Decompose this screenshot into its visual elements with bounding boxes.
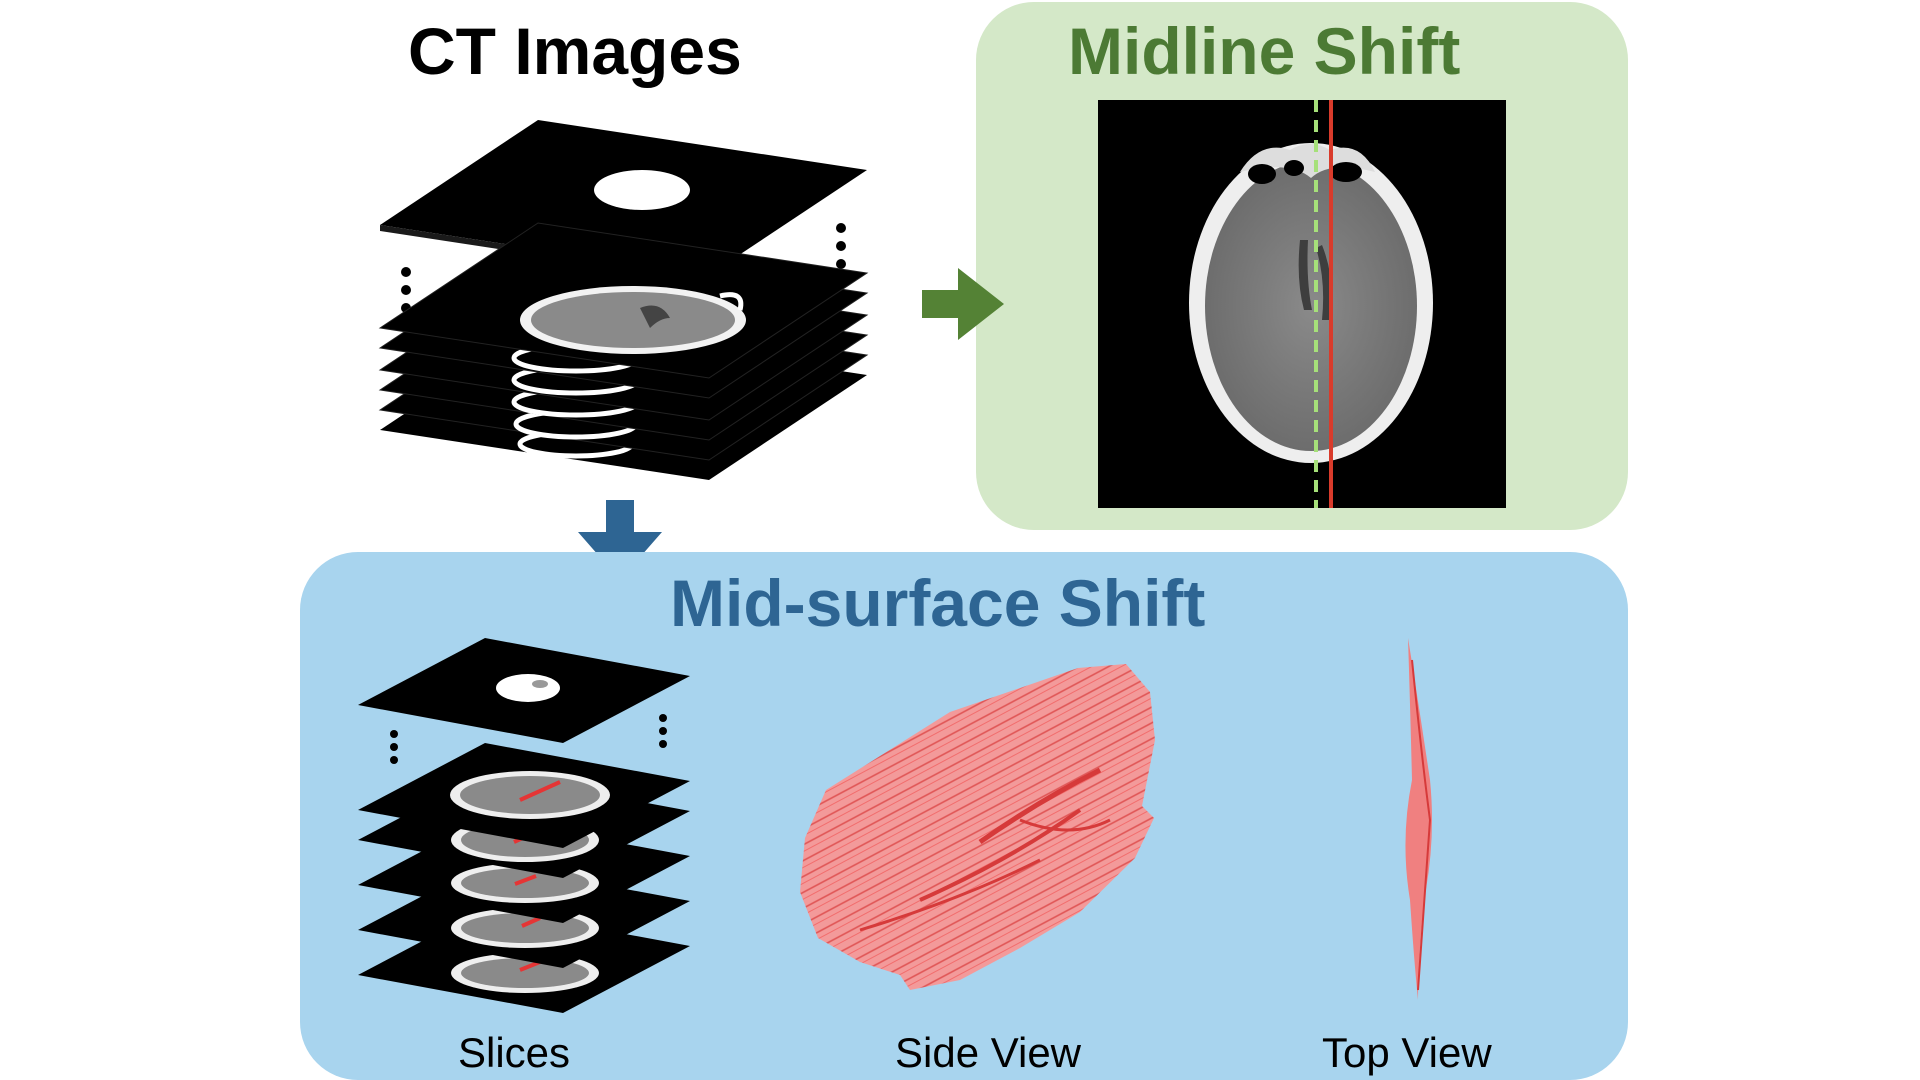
arrow-down-icon bbox=[578, 500, 662, 580]
slices-caption: Slices bbox=[458, 1029, 571, 1076]
mid-surface-shift-title: Mid-surface Shift bbox=[670, 566, 1206, 640]
midline-shift-title: Midline Shift bbox=[1068, 14, 1461, 88]
axial-ct-image bbox=[1098, 100, 1506, 508]
top-view-caption: Top View bbox=[1322, 1029, 1492, 1076]
arrow-right-icon bbox=[922, 268, 1004, 340]
ct-images-title: CT Images bbox=[408, 14, 742, 88]
side-view-caption: Side View bbox=[895, 1029, 1082, 1076]
top-view-surface bbox=[1405, 638, 1432, 1000]
ct-slice-stack bbox=[378, 120, 869, 480]
slices-stack bbox=[358, 638, 690, 1013]
side-view-surface bbox=[800, 664, 1155, 990]
